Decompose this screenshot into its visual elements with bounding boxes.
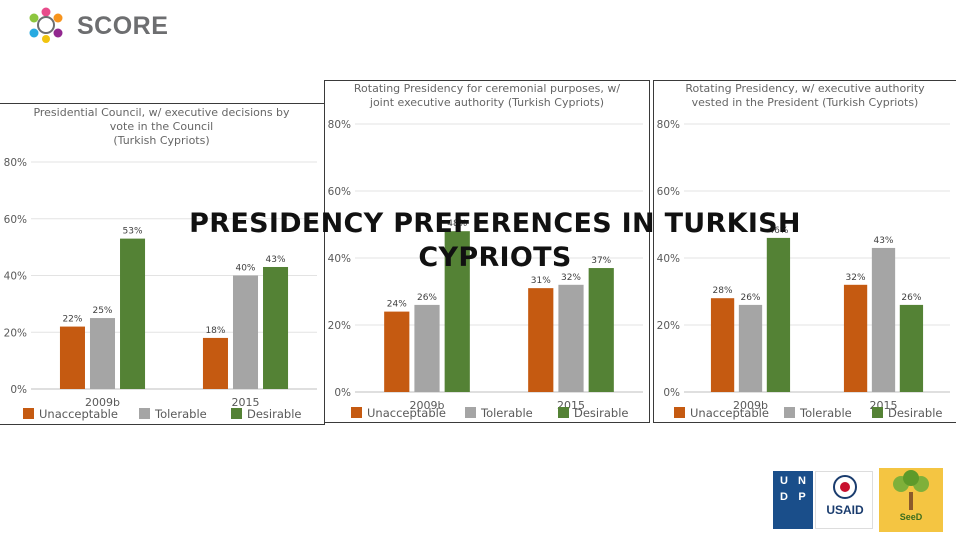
x-tick-label: 2015 bbox=[232, 396, 260, 409]
data-label: 32% bbox=[846, 273, 866, 283]
data-label: 32% bbox=[561, 273, 581, 283]
y-tick-label: 80% bbox=[4, 157, 27, 169]
legend-swatch bbox=[139, 408, 150, 419]
y-tick-label: 20% bbox=[328, 320, 351, 332]
legend-swatch bbox=[351, 407, 362, 418]
chart-panel-presidential-council: Presidential Council, w/ executive decis… bbox=[0, 103, 325, 425]
chart-title: Presidential Council, w/ executive decis… bbox=[33, 106, 290, 147]
data-label: 43% bbox=[266, 255, 286, 265]
data-label: 48% bbox=[447, 219, 467, 229]
bar bbox=[414, 304, 440, 392]
data-label: 40% bbox=[235, 264, 255, 274]
y-tick-label: 40% bbox=[4, 271, 27, 283]
data-label: 18% bbox=[205, 326, 225, 336]
bar bbox=[384, 311, 410, 392]
legend-swatch bbox=[558, 407, 569, 418]
seed-logo: SeeD bbox=[879, 468, 943, 532]
data-label: 24% bbox=[387, 300, 407, 310]
legend-label: Tolerable bbox=[154, 407, 207, 421]
bar bbox=[558, 284, 584, 392]
y-tick-label: 20% bbox=[657, 320, 680, 332]
bar bbox=[444, 231, 470, 392]
score-logo-icon bbox=[29, 7, 63, 43]
bar bbox=[738, 304, 763, 392]
legend-swatch bbox=[231, 408, 242, 419]
seed-wordmark: SeeD bbox=[899, 512, 923, 522]
usaid-seal-icon bbox=[833, 475, 857, 499]
bar bbox=[263, 266, 289, 389]
y-tick-label: 40% bbox=[657, 253, 680, 265]
data-label: 26% bbox=[417, 293, 437, 303]
data-label: 31% bbox=[531, 276, 551, 286]
slide-title: PRESIDENCY PREFERENCES IN TURKISH CYPRIO… bbox=[189, 208, 801, 273]
bar bbox=[528, 288, 554, 392]
bar bbox=[89, 318, 116, 389]
bar bbox=[232, 275, 259, 389]
bar bbox=[871, 247, 896, 392]
y-tick-label: 0% bbox=[334, 387, 351, 399]
bar bbox=[59, 326, 85, 389]
bar-chart: 0% 20% 40% 60% 80% 22% 25% 53% 2009b 18% 40% 43% 201… bbox=[4, 157, 317, 421]
y-tick-label: 40% bbox=[328, 253, 351, 265]
bar bbox=[766, 237, 791, 392]
legend-swatch bbox=[674, 407, 685, 418]
undp-logo: U N D P bbox=[773, 471, 813, 529]
legend-swatch bbox=[784, 407, 795, 418]
x-tick-label: 2009b bbox=[85, 396, 120, 409]
chart-panel-ceremonial-rotating-presidency: Rotating Presidency for ceremonial purpo… bbox=[324, 80, 650, 423]
data-label: 28% bbox=[713, 286, 733, 296]
usaid-logo: USAID bbox=[815, 471, 873, 529]
x-tick-label: 2009b bbox=[733, 399, 768, 412]
data-label: 43% bbox=[873, 236, 893, 246]
legend-swatch bbox=[465, 407, 476, 418]
legend-label: Desirable bbox=[574, 406, 628, 420]
y-tick-label: 60% bbox=[328, 186, 351, 198]
x-tick-label: 2009b bbox=[410, 399, 445, 412]
data-label: 26% bbox=[740, 293, 760, 303]
bar bbox=[899, 304, 924, 392]
legend-label: Desirable bbox=[888, 406, 942, 420]
chart-title: Rotating Presidency for ceremonial purpo… bbox=[353, 82, 621, 109]
legend-swatch bbox=[872, 407, 883, 418]
chart-panel-executive-rotating-presidency: Rotating Presidency, w/ executive author… bbox=[653, 80, 956, 423]
bar bbox=[843, 284, 868, 392]
bar bbox=[588, 268, 614, 392]
data-label: 37% bbox=[591, 256, 611, 266]
legend-label: Tolerable bbox=[480, 406, 533, 420]
bar bbox=[710, 298, 735, 392]
y-tick-label: 0% bbox=[10, 384, 27, 396]
data-label: 46% bbox=[768, 226, 788, 236]
legend-label: Desirable bbox=[247, 407, 301, 421]
bar bbox=[202, 337, 228, 389]
bar-chart: 0%20%40%60%80%28%26%46%2009b32%43%26%201… bbox=[657, 119, 950, 420]
y-tick-label: 60% bbox=[657, 186, 680, 198]
legend-swatch bbox=[23, 408, 34, 419]
partner-logos: U N D P USAID SeeD bbox=[772, 468, 944, 532]
tree-icon bbox=[893, 470, 929, 510]
y-tick-label: 80% bbox=[657, 119, 680, 131]
legend-label: Unacceptable bbox=[39, 407, 118, 421]
legend-label: Unacceptable bbox=[690, 406, 769, 420]
score-logo: SCORE bbox=[22, 6, 197, 44]
legend-label: Tolerable bbox=[799, 406, 852, 420]
usaid-wordmark: USAID bbox=[826, 503, 864, 517]
data-label: 22% bbox=[62, 315, 82, 325]
data-label: 53% bbox=[123, 227, 143, 237]
data-label: 25% bbox=[92, 306, 112, 316]
bar bbox=[120, 238, 146, 389]
y-tick-label: 60% bbox=[4, 214, 27, 226]
y-tick-label: 80% bbox=[328, 119, 351, 131]
brand-name: SCORE bbox=[77, 12, 169, 40]
legend-label: Unacceptable bbox=[367, 406, 446, 420]
data-label: 26% bbox=[901, 293, 921, 303]
y-tick-label: 0% bbox=[663, 387, 680, 399]
chart-title: Rotating Presidency, w/ executive author… bbox=[685, 82, 925, 109]
y-tick-label: 20% bbox=[4, 327, 27, 339]
